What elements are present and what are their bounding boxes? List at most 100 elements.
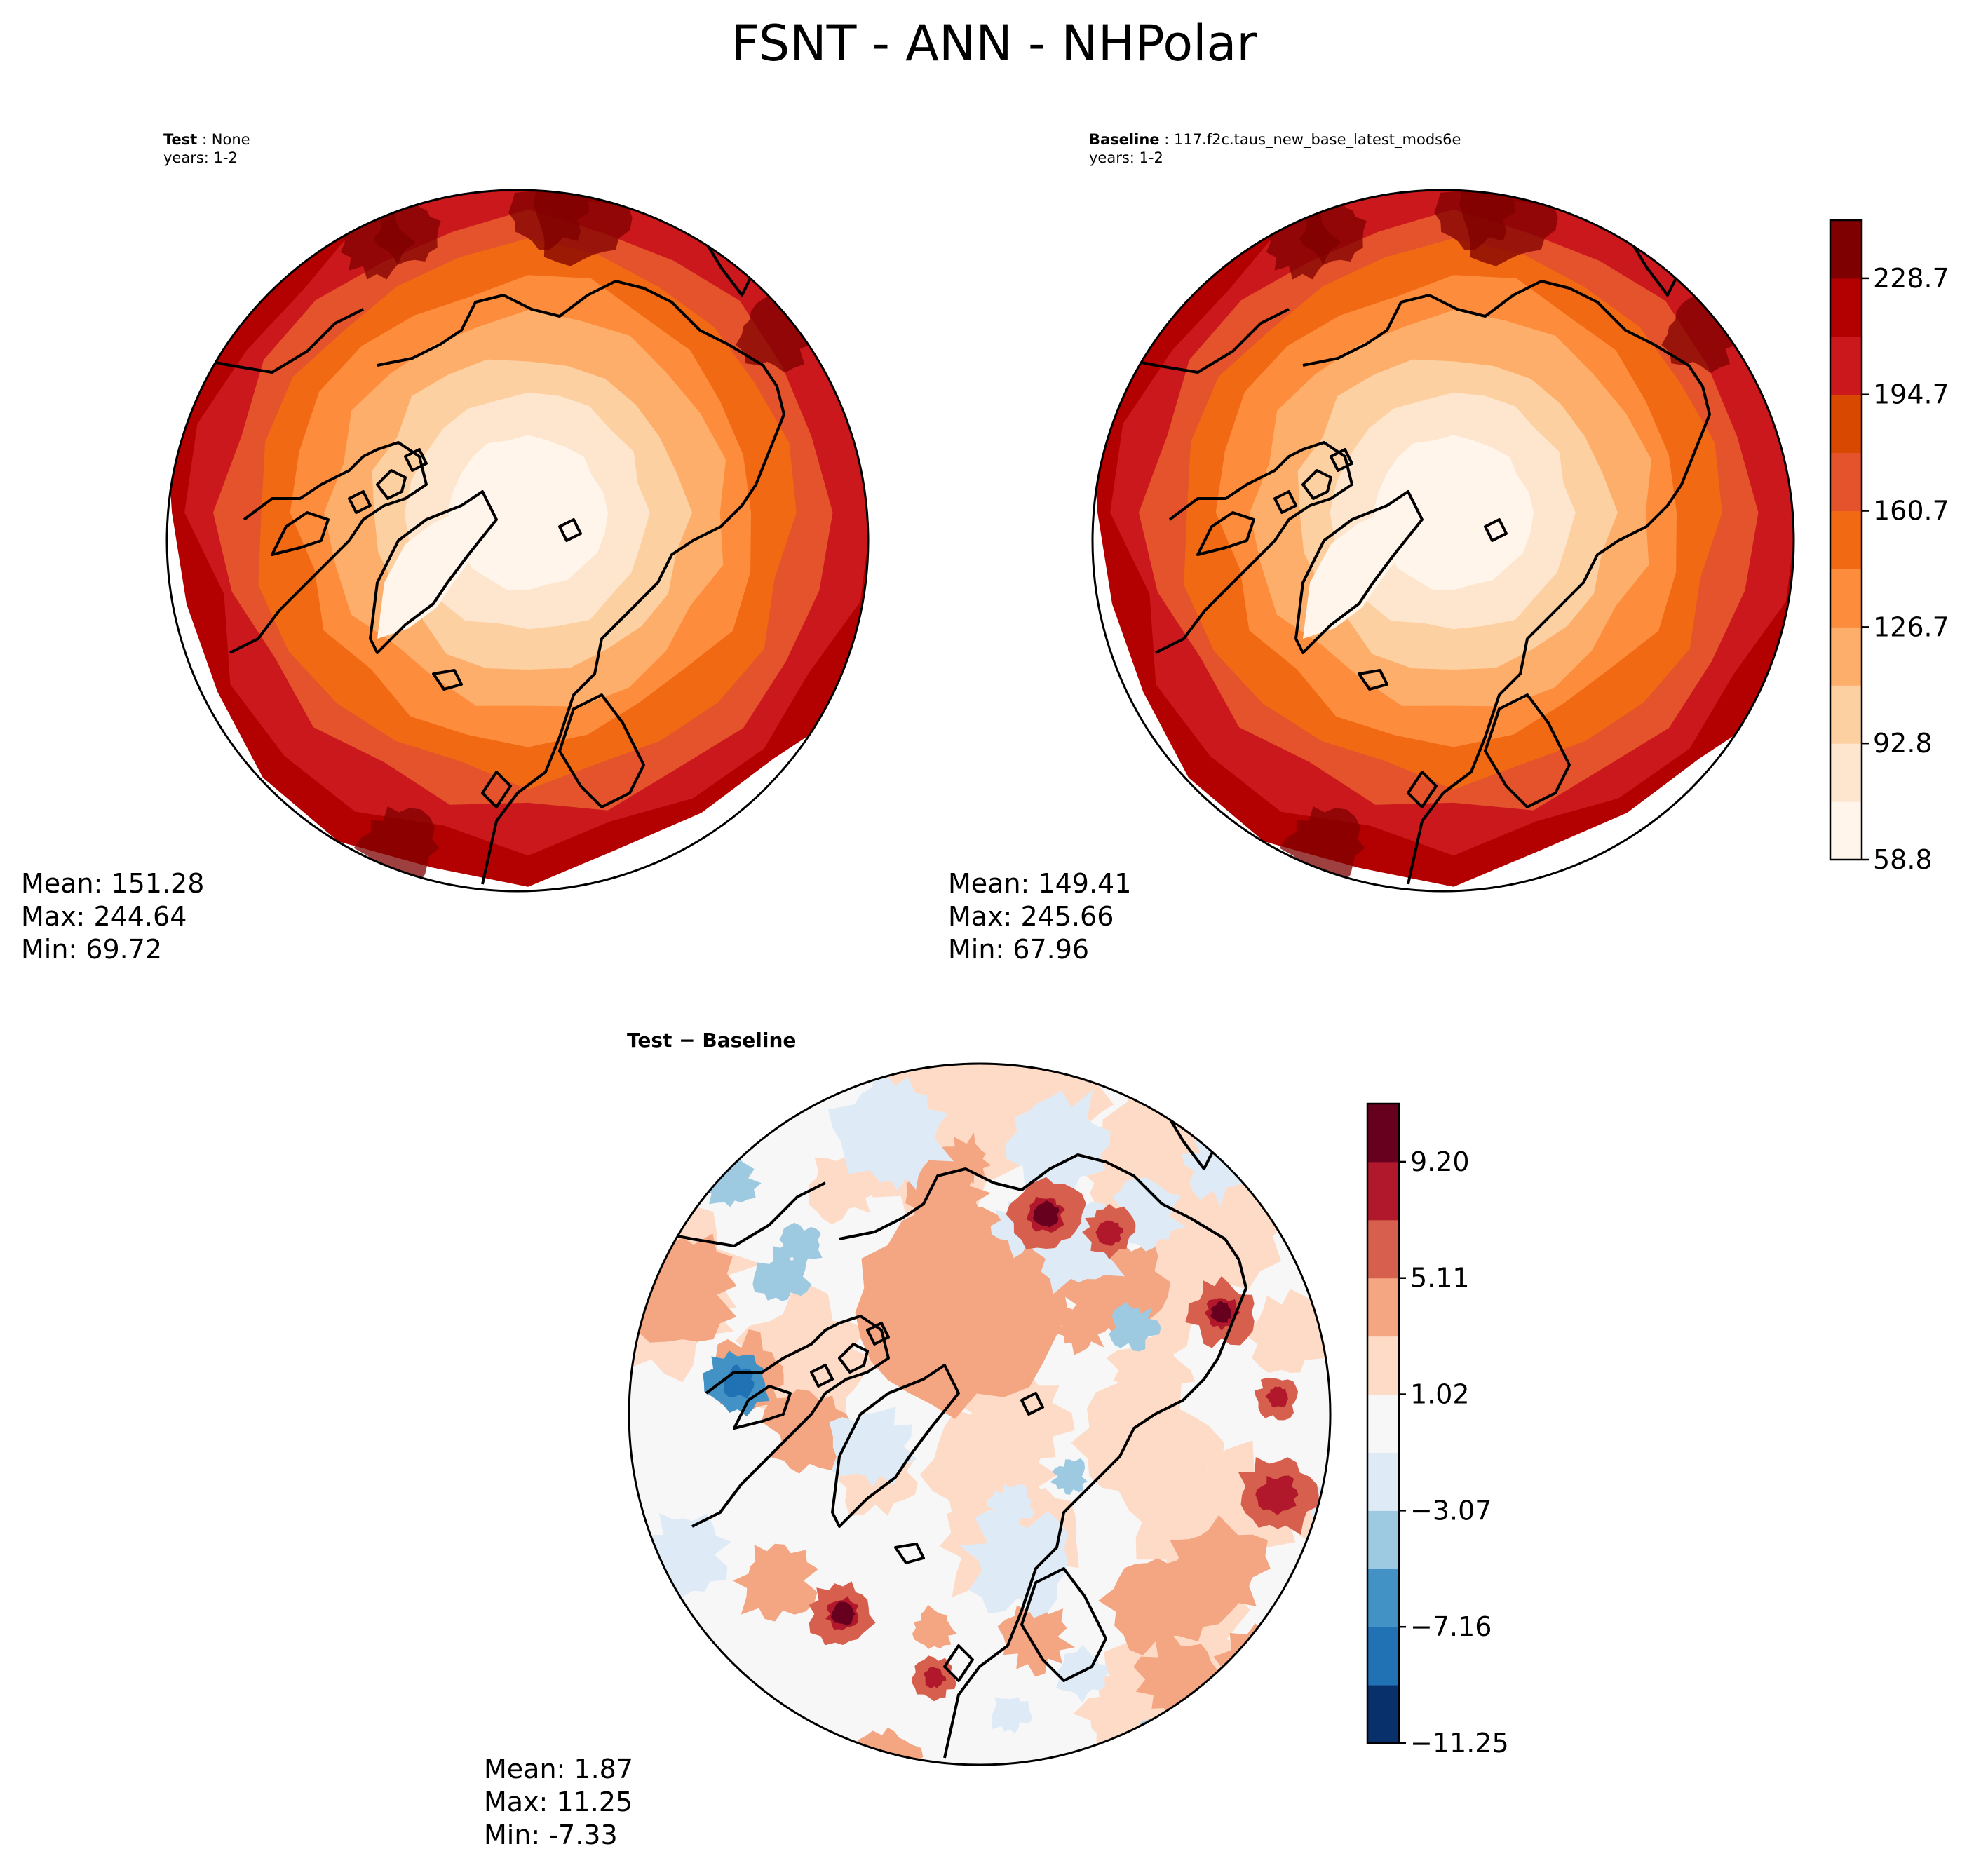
diff-patch: [1109, 1301, 1161, 1352]
coastline: [1302, 280, 1711, 885]
coastline: [271, 511, 330, 556]
colorbar-band: [1830, 336, 1862, 395]
test-name: None: [211, 131, 250, 148]
diff-patch: [959, 1510, 1068, 1618]
diff-mean: Mean: 1.87: [484, 1754, 634, 1784]
coastline: [229, 441, 428, 654]
diff-max: Max: 11.25: [484, 1787, 633, 1817]
diff-patch: [821, 1064, 850, 1080]
baseline-sep: :: [1159, 131, 1174, 148]
colorbar-band: [1830, 627, 1862, 686]
baseline-polar-map: [1091, 189, 1795, 893]
coastline: [810, 1364, 834, 1388]
diff-patch: [1259, 1695, 1327, 1760]
coastline: [1358, 669, 1388, 691]
coastline: [377, 280, 785, 885]
diff-patch: [829, 1406, 917, 1487]
diff-patch: [1050, 1458, 1088, 1495]
test-panel-label: Test : None years: 1-2: [163, 130, 250, 167]
coastline: [1196, 511, 1255, 556]
test-sep: :: [197, 131, 212, 148]
test-years: years: 1-2: [163, 149, 238, 166]
colorbar-band: [1830, 278, 1862, 337]
colorbar-tick-label: 5.11: [1410, 1263, 1470, 1294]
diff-patch: [1196, 1064, 1238, 1095]
colorbar-band: [1830, 510, 1862, 569]
colorbar-band: [1367, 1627, 1399, 1686]
diff-patch: [629, 1111, 682, 1188]
diff-patch: [776, 1222, 823, 1268]
colorbar-band: [1830, 569, 1862, 628]
map-field: [629, 1064, 1330, 1765]
baseline-stats: Mean: 149.41 Max: 245.66 Min: 67.96: [948, 867, 1131, 966]
diff-patch: [871, 1127, 936, 1191]
colorbar-band: [1367, 1161, 1399, 1221]
diff-patch: [671, 1679, 747, 1753]
baseline-panel-label: Baseline : 117.f2c.taus_new_base_latest_…: [1089, 130, 1461, 167]
coastline: [1484, 693, 1571, 808]
diff-patch: [654, 1691, 798, 1765]
coastline: [838, 1343, 869, 1374]
test-min: Min: 69.72: [21, 934, 163, 965]
coastline: [348, 490, 372, 514]
diff-patch: [1255, 1475, 1299, 1515]
colorbar-band: [1367, 1219, 1399, 1279]
colorbar-band: [1830, 801, 1862, 860]
contour-greenland: [377, 499, 496, 639]
colorbar-band: [1367, 1452, 1399, 1511]
diff-patch: [923, 1667, 947, 1689]
diff-patch: [1005, 1090, 1111, 1200]
baseline-years: years: 1-2: [1089, 149, 1163, 166]
contour-patch: [508, 190, 590, 250]
colorbar-band: [1830, 685, 1862, 744]
figure-title: FSNT - ANN - NHPolar: [731, 15, 1257, 72]
colorbar-tick-label: 58.8: [1873, 844, 1933, 875]
colorbar-band: [1830, 220, 1862, 279]
coastline: [839, 1153, 1247, 1759]
colorbar-band: [1367, 1104, 1399, 1163]
diff-patch: [1210, 1301, 1232, 1323]
diff-patch: [1106, 1331, 1196, 1414]
baseline-mean: Mean: 149.41: [948, 868, 1132, 899]
coastline: [194, 308, 364, 374]
diff-patch: [1071, 1375, 1224, 1526]
colorbar-tick-label: 228.7: [1873, 263, 1949, 294]
colorbar-tick-label: 126.7: [1873, 611, 1949, 642]
diff-patch: [1251, 1064, 1330, 1134]
map-field: [167, 190, 868, 887]
diff-colorbar: −11.25 −7.16 −3.07 1.02 5.11 9.20: [1366, 1102, 1509, 1759]
colorbar-frame: [1366, 1102, 1400, 1744]
coastline: [432, 669, 463, 691]
coastline: [1155, 441, 1353, 654]
colorbar-band: [1367, 1394, 1399, 1453]
coastlines: [656, 1104, 1247, 1759]
colorbar-band: [1367, 1569, 1399, 1627]
colorbar-tick-label: 194.7: [1873, 379, 1949, 410]
coastlines: [194, 231, 785, 885]
colorbar-band: [1830, 743, 1862, 802]
map-field: [1093, 190, 1794, 887]
diff-patch: [629, 1090, 724, 1202]
main-colorbar: 58.8 92.8 126.7 160.7 194.7 228.7: [1829, 219, 1949, 875]
coastline: [558, 693, 645, 808]
test-label: Test: [163, 131, 198, 148]
colorbar-band: [1830, 394, 1862, 454]
diff-patch: [1215, 1085, 1273, 1151]
coastline: [1020, 1567, 1107, 1682]
colorbar-tick-label: −7.16: [1410, 1611, 1492, 1642]
diff-patch: [1265, 1386, 1288, 1408]
colorbar-band: [1367, 1510, 1399, 1569]
colorbar-frame: [1829, 219, 1863, 861]
coastline: [1294, 490, 1424, 654]
coastline: [1020, 1392, 1044, 1416]
contour-band: [1373, 435, 1534, 590]
contour-band: [447, 435, 608, 590]
diff-patch: [992, 1696, 1033, 1733]
diff-title: Test − Baseline: [627, 1029, 797, 1052]
coastline: [369, 490, 498, 654]
coastline: [1484, 518, 1508, 542]
diff-patch: [831, 1601, 856, 1626]
contour-patch: [1434, 190, 1515, 250]
map-boundary: [1091, 189, 1795, 893]
diff-patch: [855, 1207, 1068, 1419]
